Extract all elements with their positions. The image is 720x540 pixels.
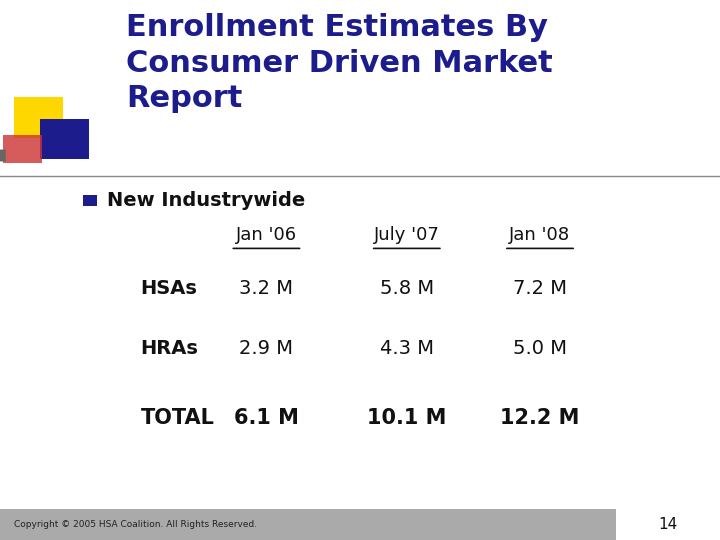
- Text: TOTAL: TOTAL: [140, 408, 215, 429]
- Text: 5.8 M: 5.8 M: [379, 279, 434, 299]
- Text: Jan '08: Jan '08: [510, 226, 570, 244]
- Text: 7.2 M: 7.2 M: [513, 279, 567, 299]
- Text: 3.2 M: 3.2 M: [239, 279, 294, 299]
- Text: 2.9 M: 2.9 M: [239, 339, 294, 358]
- Text: July '07: July '07: [374, 226, 440, 244]
- Text: 12.2 M: 12.2 M: [500, 408, 580, 429]
- Text: 14: 14: [659, 517, 678, 532]
- FancyBboxPatch shape: [14, 97, 63, 138]
- Text: 4.3 M: 4.3 M: [380, 339, 433, 358]
- Text: Jan '06: Jan '06: [236, 226, 297, 244]
- FancyBboxPatch shape: [3, 135, 42, 163]
- Text: Enrollment Estimates By: Enrollment Estimates By: [126, 14, 548, 43]
- FancyBboxPatch shape: [83, 195, 97, 206]
- Text: New Industrywide: New Industrywide: [107, 191, 305, 211]
- FancyArrow shape: [0, 150, 6, 161]
- FancyBboxPatch shape: [40, 119, 89, 159]
- FancyBboxPatch shape: [616, 509, 720, 540]
- Text: HSAs: HSAs: [140, 279, 197, 299]
- Text: Copyright © 2005 HSA Coalition. All Rights Reserved.: Copyright © 2005 HSA Coalition. All Righ…: [14, 520, 258, 529]
- Text: Report: Report: [126, 84, 243, 113]
- FancyBboxPatch shape: [0, 509, 616, 540]
- Text: 5.0 M: 5.0 M: [513, 339, 567, 358]
- Text: Consumer Driven Market: Consumer Driven Market: [126, 49, 553, 78]
- Text: HRAs: HRAs: [140, 339, 198, 358]
- Text: 10.1 M: 10.1 M: [367, 408, 446, 429]
- Text: 6.1 M: 6.1 M: [234, 408, 299, 429]
